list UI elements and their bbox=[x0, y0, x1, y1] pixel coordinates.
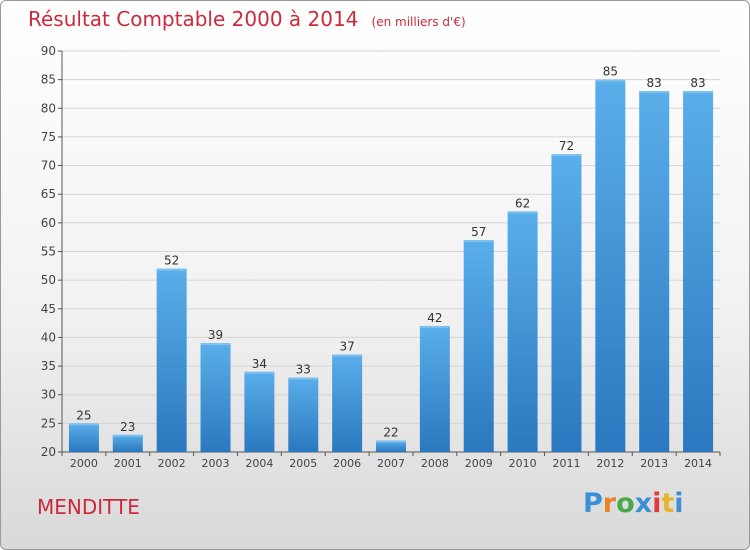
logo-letter: P bbox=[583, 488, 603, 519]
bar-2005 bbox=[288, 377, 319, 452]
bar-top-highlight bbox=[200, 343, 231, 346]
y-tick-label: 55 bbox=[41, 245, 56, 259]
bar-2010 bbox=[507, 211, 538, 452]
x-tick-label-2004: 2004 bbox=[245, 457, 273, 470]
data-label-2009: 57 bbox=[471, 225, 486, 239]
bar-2009 bbox=[463, 240, 494, 452]
bar-2011 bbox=[551, 154, 582, 452]
bar-top-highlight bbox=[156, 268, 187, 271]
y-tick-label: 45 bbox=[41, 302, 56, 316]
bar-2014 bbox=[683, 91, 714, 452]
bar-chart: 25 23 52 39 34 33 37 22 42 57 62 72 85 83 83 20 25 30 35 4… bbox=[41, 44, 721, 470]
data-labels: 25 23 52 39 34 33 37 22 42 57 62 72 85 83 83 bbox=[76, 65, 705, 440]
y-tick-label: 30 bbox=[41, 388, 56, 402]
x-tick-label-2010: 2010 bbox=[509, 457, 537, 470]
logo-letter: i bbox=[674, 488, 684, 519]
logo-letter: o bbox=[616, 488, 635, 519]
bar-top-highlight bbox=[68, 423, 99, 426]
y-tick-labels: 20 25 30 35 40 45 50 55 60 65 70 75 80 85 90 bbox=[41, 44, 56, 459]
logo-letter: x bbox=[634, 488, 653, 519]
bar-top-highlight bbox=[551, 154, 582, 157]
bar-top-highlight bbox=[376, 440, 406, 443]
bar-top-highlight bbox=[463, 240, 494, 243]
x-tick-label-2005: 2005 bbox=[289, 457, 317, 470]
x-tick-label-2008: 2008 bbox=[421, 457, 449, 470]
x-tick-labels: 2000 2001 2002 2003 2004 2005 2006 2007 2008 2009… bbox=[70, 457, 712, 470]
bar-top-highlight bbox=[639, 91, 670, 94]
bar-2007 bbox=[376, 440, 406, 452]
y-tick-label: 90 bbox=[41, 44, 56, 58]
bar-top-highlight bbox=[112, 434, 143, 437]
data-label-2003: 39 bbox=[208, 328, 223, 342]
y-tick-label: 75 bbox=[41, 130, 56, 144]
x-tick-label-2012: 2012 bbox=[596, 457, 624, 470]
bar-top-highlight bbox=[595, 79, 626, 82]
data-label-2002: 52 bbox=[164, 254, 179, 268]
data-label-2008: 42 bbox=[427, 311, 442, 325]
bar-top-highlight bbox=[419, 325, 450, 328]
bar-top-highlight bbox=[507, 211, 538, 214]
bar-top-highlight bbox=[332, 354, 363, 357]
y-tick-label: 40 bbox=[41, 330, 56, 344]
x-tick-label-2011: 2011 bbox=[552, 457, 580, 470]
title-row: Résultat Comptable 2000 à 2014 (en milli… bbox=[28, 7, 466, 31]
bar-top-highlight bbox=[288, 377, 319, 380]
data-label-2014: 83 bbox=[690, 76, 705, 90]
data-label-2013: 83 bbox=[647, 76, 662, 90]
data-label-2012: 85 bbox=[603, 65, 618, 79]
logo-letter: i bbox=[652, 488, 662, 519]
x-tick-label-2002: 2002 bbox=[158, 457, 186, 470]
bar-2006 bbox=[332, 354, 363, 452]
y-tick-label: 60 bbox=[41, 216, 56, 230]
x-tick-label-2007: 2007 bbox=[377, 457, 405, 470]
bar-2001 bbox=[112, 434, 143, 452]
bar-2013 bbox=[639, 91, 670, 452]
bar-2003 bbox=[200, 343, 231, 452]
chart-title: Résultat Comptable 2000 à 2014 bbox=[28, 7, 359, 31]
x-tick-label-2003: 2003 bbox=[202, 457, 230, 470]
logo-letter: t bbox=[661, 488, 675, 519]
y-tick-label: 65 bbox=[41, 187, 56, 201]
data-label-2000: 25 bbox=[76, 408, 91, 422]
data-label-2001: 23 bbox=[120, 420, 135, 434]
data-label-2010: 62 bbox=[515, 196, 530, 210]
logo-letter: r bbox=[602, 488, 617, 519]
x-tick-label-2001: 2001 bbox=[114, 457, 142, 470]
y-tick-label: 50 bbox=[41, 273, 56, 287]
y-tick-label: 85 bbox=[41, 73, 56, 87]
x-tick-label-2000: 2000 bbox=[70, 457, 98, 470]
bar-top-highlight bbox=[683, 91, 714, 94]
chart-subtitle: (en milliers d'€) bbox=[371, 15, 466, 29]
proxiti-logo: Proxiti bbox=[583, 488, 684, 519]
y-tick-label: 80 bbox=[41, 101, 56, 115]
data-label-2011: 72 bbox=[559, 139, 574, 153]
x-tick-label-2006: 2006 bbox=[333, 457, 361, 470]
y-tick-label: 25 bbox=[41, 416, 56, 430]
x-tick-label-2013: 2013 bbox=[640, 457, 668, 470]
commune-name: MENDITTE bbox=[37, 495, 140, 519]
bar-2002 bbox=[156, 268, 187, 452]
data-label-2005: 33 bbox=[296, 363, 311, 377]
bar-top-highlight bbox=[244, 371, 275, 374]
data-label-2007: 22 bbox=[383, 426, 398, 440]
x-tick-label-2009: 2009 bbox=[465, 457, 493, 470]
y-tick-label: 70 bbox=[41, 159, 56, 173]
bar-2008 bbox=[419, 325, 450, 452]
data-label-2004: 34 bbox=[252, 357, 267, 371]
x-tick-label-2014: 2014 bbox=[684, 457, 712, 470]
y-tick-label: 35 bbox=[41, 359, 56, 373]
bar-2000 bbox=[68, 423, 99, 452]
bar-2004 bbox=[244, 371, 275, 452]
y-tick-label: 20 bbox=[41, 445, 56, 459]
data-label-2006: 37 bbox=[339, 340, 354, 354]
bars bbox=[68, 79, 714, 453]
bar-2012 bbox=[595, 79, 626, 453]
